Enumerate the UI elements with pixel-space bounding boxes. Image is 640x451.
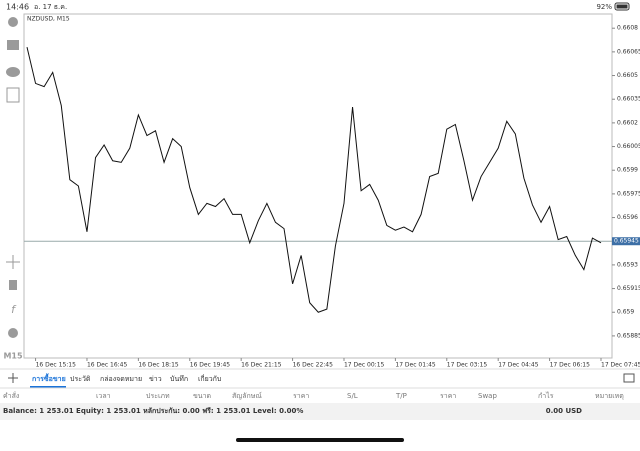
y-tick-label: 0.66005: [617, 143, 640, 150]
x-tick-label: 17 Dec 04:45: [498, 362, 539, 369]
left-toolbar: f: [6, 17, 20, 338]
x-tick-label: 16 Dec 19:45: [190, 362, 231, 369]
x-tick-label: 16 Dec 16:45: [87, 362, 128, 369]
column-header: T/P: [395, 392, 407, 400]
tabs: การซื้อขาย ประวัติ กล่องจดหมาย ข่าว บันทึก เก…: [30, 372, 221, 388]
add-button[interactable]: [8, 373, 18, 383]
y-tick-label: 0.659: [617, 309, 634, 316]
column-header: กำไร: [538, 391, 554, 400]
tab[interactable]: ข่าว: [149, 375, 162, 383]
x-tick-label: 16 Dec 22:45: [293, 362, 334, 369]
chat-icon[interactable]: [6, 67, 20, 77]
objects-icon[interactable]: [8, 328, 18, 338]
plot-frame: [23, 13, 613, 359]
account-icon[interactable]: [8, 17, 18, 27]
indicators-icon[interactable]: f: [11, 303, 17, 316]
y-tick-label: 0.65975: [617, 190, 640, 197]
y-tick-label: 0.66035: [617, 96, 640, 103]
y-tick-label: 0.65915: [617, 285, 640, 292]
y-tick-label: 0.6599: [617, 167, 638, 174]
column-header: หมายเหตุ: [595, 392, 624, 400]
column-header: คำสั่ง: [3, 391, 19, 400]
summary-row: [0, 403, 640, 420]
timeframe-button[interactable]: M15: [3, 352, 23, 361]
y-tick-label: 0.6602: [617, 119, 638, 126]
total-profit: 0.00 USD: [546, 407, 582, 415]
battery-level: 92%: [596, 3, 612, 11]
tab[interactable]: เกี่ยวกับ: [198, 374, 221, 383]
battery-icon: [614, 2, 630, 11]
battery-fill: [616, 4, 628, 9]
x-tick-label: 16 Dec 15:15: [36, 362, 77, 369]
trade-icon[interactable]: [7, 40, 19, 50]
home-indicator: [236, 438, 404, 442]
x-tick-label: 17 Dec 00:15: [344, 362, 385, 369]
column-header: ประเภท: [146, 392, 170, 400]
column-header: ราคา: [440, 392, 456, 400]
date: อ. 17 ธ.ค.: [34, 3, 67, 11]
column-header: สัญลักษณ์: [232, 392, 262, 400]
tab[interactable]: บันทึก: [170, 374, 188, 383]
x-tick-label: 16 Dec 21:15: [241, 362, 282, 369]
chart-title: NZDUSD, M15: [27, 16, 70, 23]
x-tick-label: 16 Dec 18:15: [138, 362, 179, 369]
y-tick-label: 0.6605: [617, 72, 638, 79]
column-header: S/L: [347, 392, 358, 400]
y-tick-label: 0.6593: [617, 261, 638, 268]
plot: 0.65885 0.659 0.65915 0.6593 0.65945 0.6596 0.…: [24, 25, 640, 369]
column-header: เวลา: [96, 392, 111, 400]
column-header: Swap: [478, 392, 497, 400]
current-price-box: [612, 237, 640, 246]
current-price-label: 0.65945: [614, 238, 639, 245]
column-header: ขนาด: [193, 392, 211, 400]
y-tick-label: 0.6608: [617, 25, 638, 32]
column-header: ราคา: [293, 392, 309, 400]
balance-summary: Balance: 1 253.01 Equity: 1 253.01 หลักป…: [3, 407, 303, 415]
x-tick-label: 17 Dec 03:15: [447, 362, 488, 369]
tab[interactable]: กล่องจดหมาย: [100, 375, 142, 383]
y-tick-label: 0.65885: [617, 332, 640, 339]
panel-toggle[interactable]: [623, 373, 635, 383]
price-line: [26, 47, 602, 313]
tab[interactable]: ประวัติ: [70, 375, 91, 383]
new-order-icon[interactable]: [6, 87, 20, 103]
table-header: คำสั่ง เวลา ประเภท ขนาด สัญลักษณ์ ราคา S/L T/P ร…: [3, 391, 624, 400]
x-tick-label: 17 Dec 07:45: [601, 362, 640, 369]
chart-type-icon[interactable]: [9, 280, 17, 290]
tab[interactable]: การซื้อขาย: [32, 372, 66, 383]
x-tick-label: 17 Dec 01:45: [395, 362, 436, 369]
y-tick-label: 0.6596: [617, 214, 638, 221]
y-tick-label: 0.66065: [617, 48, 640, 55]
crosshair-icon[interactable]: [6, 255, 20, 269]
x-tick-label: 17 Dec 06:15: [550, 362, 591, 369]
clock: 14:46: [6, 3, 29, 12]
